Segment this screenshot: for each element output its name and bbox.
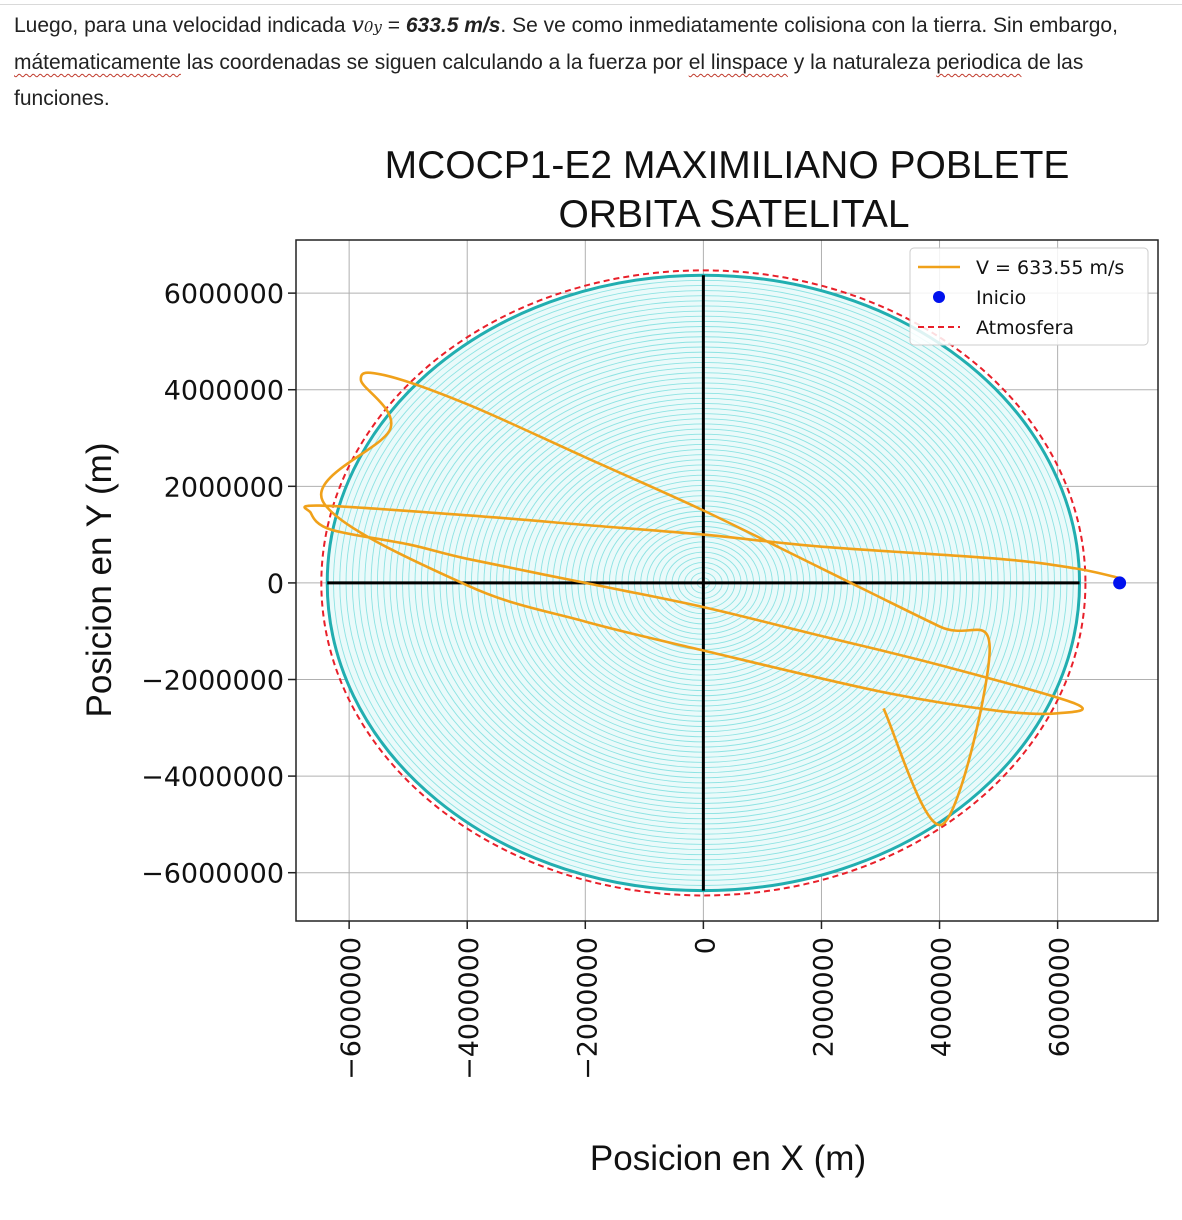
spellcheck-word: periodica — [936, 51, 1022, 74]
x-tick-label: −4000000 — [454, 937, 485, 1080]
legend-label: V = 633.55 m/s — [976, 257, 1124, 279]
chart-title-line1: MCOCP1-E2 MAXIMILIANO POBLETE — [385, 144, 1070, 187]
x-tick-label: 0 — [690, 937, 721, 954]
x-axis-label: Posicion en X (m) — [590, 1139, 866, 1178]
spellcheck-word: el linspace — [688, 51, 788, 74]
x-tick-label: −6000000 — [336, 937, 367, 1080]
x-tick-label: −2000000 — [572, 937, 603, 1080]
paragraph-text: y la naturaleza — [787, 51, 937, 74]
y-axis-label: Posicion en Y (m) — [80, 443, 119, 718]
velocity-symbol: v0y — [351, 13, 382, 38]
legend-label: Atmosfera — [976, 317, 1074, 339]
x-tick-label: 2000000 — [809, 937, 840, 1057]
paragraph-text: las coordenadas se siguen calculando a l… — [180, 51, 689, 74]
paragraph-text: = — [381, 14, 406, 37]
legend-swatch-start — [933, 291, 945, 303]
paragraph-text: de las funciones. — [14, 51, 1084, 110]
y-tick-label: 4000000 — [164, 376, 284, 407]
y-tick-label: −6000000 — [141, 859, 284, 890]
y-tick-label: 2000000 — [164, 472, 284, 503]
legend-box — [909, 247, 1149, 346]
paragraph-text: Luego, para una velocidad indicada — [14, 14, 352, 37]
y-tick-label: −2000000 — [141, 666, 284, 697]
atmosphere-line — [320, 269, 1087, 897]
x-tick-label: 4000000 — [927, 937, 958, 1057]
spellcheck-word: mátematicamente — [14, 51, 181, 74]
y-tick-label: 6000000 — [164, 279, 284, 310]
legend: V = 633.55 m/s Inicio Atmosfera — [909, 247, 1149, 346]
top-divider — [0, 4, 1182, 5]
x-tick-label: 6000000 — [1045, 937, 1076, 1057]
legend-label: Inicio — [976, 287, 1026, 309]
y-tick-label: −4000000 — [141, 762, 284, 793]
velocity-value: 633.5 m/s — [405, 14, 501, 37]
y-tick-label: 0 — [267, 569, 284, 600]
description-paragraph: Luego, para una velocidad indicada v0y =… — [14, 8, 1164, 117]
plot-frame — [295, 239, 1159, 922]
start-point-marker — [1113, 576, 1127, 590]
paragraph-text: . Se ve como inmediatamente colisiona co… — [500, 14, 1118, 37]
chart-title-line2: ORBITA SATELITAL — [558, 193, 909, 236]
orbit-series-line — [303, 371, 1120, 827]
